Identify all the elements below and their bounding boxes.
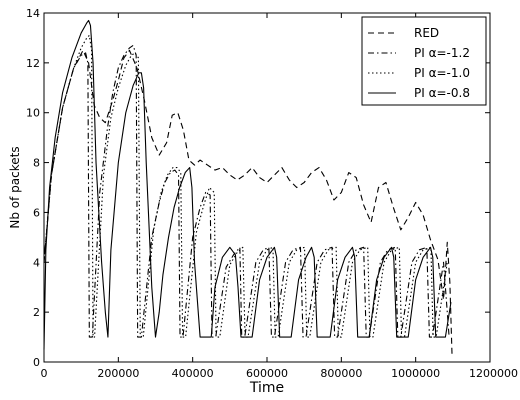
x-tick-label: 0 [41, 367, 48, 380]
series-line-4 [43, 19, 452, 350]
series-layer [43, 19, 453, 358]
y-tick-label: 4 [33, 256, 40, 269]
x-tick-label: 800000 [320, 367, 362, 380]
y-tick-label: 12 [26, 57, 40, 70]
y-tick-label: 2 [33, 306, 40, 319]
y-axis-label: Nb of packets [8, 146, 22, 228]
x-tick-label: 1000000 [391, 367, 440, 380]
series-line-1 [43, 49, 453, 358]
legend-box [361, 16, 487, 106]
ticks-layer: 0 200000 400000 600000 800000 1000000 1200000 0… [26, 7, 518, 380]
legend: RED PI α=-1.2 PI α=-1.0 PI α=-0.8 [361, 16, 487, 106]
x-tick-label: 400000 [172, 367, 214, 380]
x-tick-label: 600000 [246, 367, 288, 380]
legend-label-2: PI α=-1.2 [414, 46, 470, 60]
legend-label-3: PI α=-1.0 [414, 66, 470, 80]
y-tick-label: 10 [26, 107, 40, 120]
y-tick-label: 0 [33, 356, 40, 369]
x-axis-label: Time [249, 380, 284, 396]
x-tick-label: 1200000 [469, 367, 518, 380]
x-tick-label: 200000 [97, 367, 139, 380]
y-tick-label: 6 [33, 206, 40, 219]
y-tick-label: 14 [26, 7, 40, 20]
legend-label-4: PI α=-0.8 [414, 86, 470, 100]
y-tick-label: 8 [33, 157, 40, 170]
legend-label-1: RED [414, 26, 439, 40]
